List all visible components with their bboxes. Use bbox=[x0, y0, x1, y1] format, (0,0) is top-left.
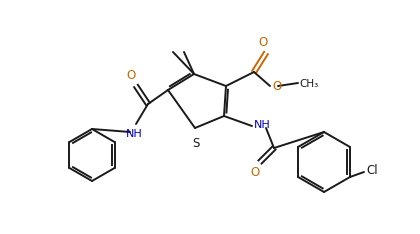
Text: S: S bbox=[192, 137, 200, 150]
Text: O: O bbox=[272, 80, 281, 92]
Text: Cl: Cl bbox=[366, 165, 378, 178]
Text: NH: NH bbox=[254, 120, 271, 130]
Text: O: O bbox=[250, 166, 260, 179]
Text: O: O bbox=[126, 69, 136, 82]
Text: NH: NH bbox=[126, 129, 142, 139]
Text: O: O bbox=[258, 36, 268, 49]
Text: CH₃: CH₃ bbox=[299, 79, 318, 89]
